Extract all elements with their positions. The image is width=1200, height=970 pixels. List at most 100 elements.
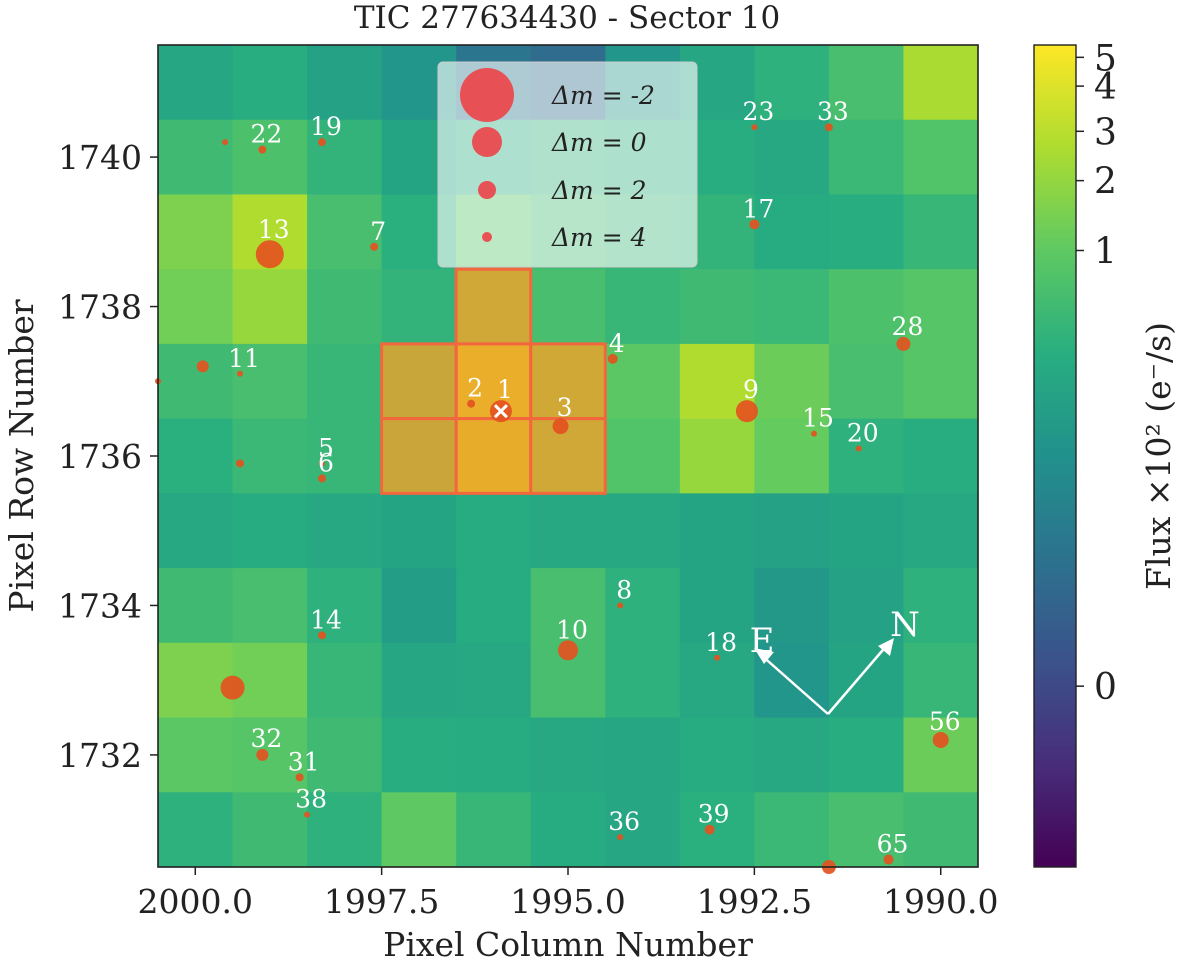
heatmap-pixel bbox=[903, 119, 979, 196]
aperture-pixel bbox=[380, 417, 458, 495]
star-label: 5 bbox=[318, 433, 334, 462]
heatmap-pixel bbox=[605, 418, 681, 494]
star-label: 65 bbox=[877, 830, 909, 859]
legend-marker bbox=[478, 181, 496, 199]
star-marker bbox=[237, 370, 243, 377]
star-label: 39 bbox=[698, 800, 730, 829]
star-marker bbox=[607, 353, 618, 364]
colorbar-tick-label: 3 bbox=[1094, 112, 1117, 153]
star-marker bbox=[222, 139, 229, 146]
legend-marker bbox=[472, 127, 502, 157]
star-label: 10 bbox=[556, 615, 588, 644]
aperture-pixel bbox=[529, 342, 607, 421]
heatmap-pixel bbox=[828, 568, 905, 644]
star-label: 19 bbox=[310, 112, 342, 141]
heatmap-pixel bbox=[232, 343, 308, 420]
star-label: 8 bbox=[616, 575, 632, 604]
legend-marker bbox=[460, 68, 514, 122]
heatmap-pixel bbox=[754, 343, 830, 420]
heatmap-pixel bbox=[903, 642, 979, 719]
heatmap-pixel bbox=[381, 269, 457, 345]
heatmap-pixel bbox=[903, 717, 979, 793]
x-tick-label: 1990.0 bbox=[883, 882, 998, 921]
heatmap-pixel bbox=[679, 792, 755, 868]
star-label: 17 bbox=[742, 194, 774, 223]
heatmap-pixel bbox=[456, 568, 532, 644]
star-label: 32 bbox=[250, 724, 282, 753]
star-label: 1 bbox=[497, 375, 513, 404]
heatmap-pixel bbox=[307, 568, 383, 644]
heatmap-pixel bbox=[828, 717, 905, 793]
heatmap-pixel bbox=[232, 418, 308, 494]
colorbar-ticks: 0 1 2 345 bbox=[1076, 38, 1117, 708]
heatmap-pixel bbox=[158, 269, 234, 345]
aperture-pixel bbox=[454, 267, 533, 346]
heatmap-pixel bbox=[307, 792, 383, 868]
star-label: 13 bbox=[258, 215, 290, 244]
compass-north-arrow bbox=[827, 643, 889, 715]
y-axis-label: Pixel Row Number bbox=[2, 299, 41, 612]
x-tick-label: 2000.0 bbox=[138, 882, 253, 921]
heatmap-pixel bbox=[232, 717, 308, 793]
star-label: 36 bbox=[608, 807, 640, 836]
heatmap-pixel bbox=[232, 568, 308, 644]
star-label: 15 bbox=[802, 404, 834, 433]
heatmap-pixel bbox=[307, 194, 383, 270]
x-tick-label: 1992.5 bbox=[697, 882, 812, 921]
heatmap-pixel bbox=[828, 418, 905, 494]
y-tick-label: 1738 bbox=[58, 288, 142, 327]
compass-north-arrowhead bbox=[878, 638, 894, 656]
heatmap-pixel bbox=[307, 269, 383, 345]
heatmap-pixel bbox=[903, 792, 979, 868]
star-labels: 1234567891011131415171819202223283132333… bbox=[228, 97, 961, 858]
colorbar bbox=[1033, 44, 1077, 868]
heatmap-pixel bbox=[307, 343, 383, 420]
star-marker bbox=[811, 430, 817, 437]
heatmap-pixel bbox=[754, 45, 830, 121]
legend-marker bbox=[482, 232, 492, 242]
heatmap-pixel bbox=[754, 418, 830, 494]
star-label: 31 bbox=[288, 747, 320, 776]
heatmap-pixel bbox=[828, 269, 905, 345]
legend-label: Δm = 2 bbox=[551, 176, 647, 205]
star-marker bbox=[304, 811, 311, 818]
legend-label: Δm = 0 bbox=[551, 128, 647, 157]
heatmap-pixel bbox=[605, 642, 681, 719]
star-marker bbox=[704, 824, 715, 835]
star-label: 14 bbox=[310, 605, 342, 634]
star-marker bbox=[749, 219, 760, 230]
heatmap-pixel bbox=[903, 418, 979, 494]
legend-label: Δm = 4 bbox=[551, 223, 647, 252]
star-marker bbox=[467, 399, 476, 408]
heatmap-pixel bbox=[381, 493, 457, 569]
star-marker bbox=[318, 631, 326, 640]
star-marker bbox=[617, 834, 624, 841]
heatmap-pixel bbox=[605, 792, 681, 868]
star-marker bbox=[896, 336, 911, 351]
star-marker bbox=[258, 145, 267, 154]
star-marker bbox=[295, 773, 304, 782]
star-marker bbox=[196, 360, 209, 373]
heatmap-pixel bbox=[605, 343, 681, 420]
heatmap-pixel bbox=[754, 792, 830, 868]
aperture-pixel bbox=[529, 417, 607, 495]
star-marker bbox=[220, 675, 245, 700]
star-marker bbox=[370, 242, 379, 251]
chart-title: TIC 277634430 - Sector 10 bbox=[354, 0, 780, 36]
compass-north-label: N bbox=[890, 605, 920, 645]
star-marker bbox=[236, 459, 244, 468]
target-cross-line bbox=[493, 404, 508, 419]
star-label: 2 bbox=[467, 374, 483, 403]
star-marker bbox=[318, 474, 326, 483]
heatmap-pixel bbox=[903, 568, 979, 644]
heatmap-pixel bbox=[158, 45, 234, 121]
heatmap-pixel bbox=[828, 119, 905, 196]
star-marker bbox=[318, 138, 326, 147]
colorbar-tick-label: 0 bbox=[1094, 667, 1117, 708]
heatmap-pixel bbox=[158, 568, 234, 644]
heatmap-pixel bbox=[679, 493, 755, 569]
colorbar-tick-label: 1 bbox=[1094, 232, 1117, 273]
x-axis-label: Pixel Column Number bbox=[383, 925, 753, 964]
heatmap-pixel bbox=[232, 493, 308, 569]
